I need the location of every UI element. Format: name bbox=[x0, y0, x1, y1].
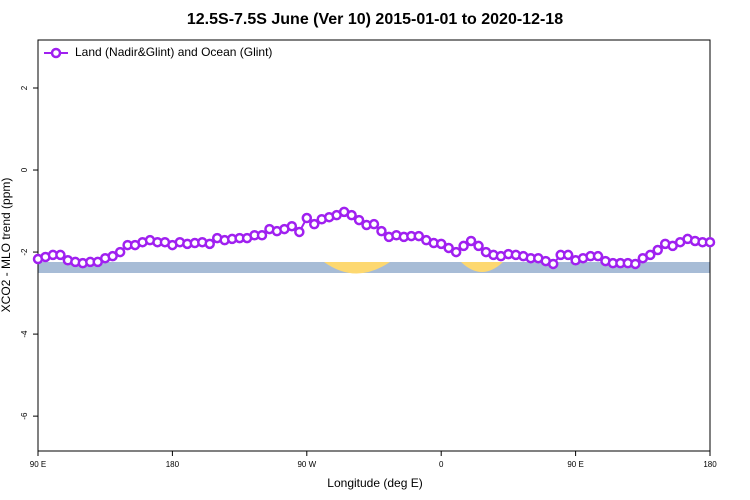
x-tick-label: 180 bbox=[166, 460, 180, 469]
data-point bbox=[435, 238, 447, 250]
y-axis-label: XCO2 - MLO trend (ppm) bbox=[0, 178, 13, 313]
y-tick-label: 2 bbox=[20, 85, 29, 90]
data-point bbox=[704, 236, 716, 248]
data-point bbox=[652, 244, 663, 256]
x-tick-label: 90 E bbox=[567, 460, 583, 469]
data-point bbox=[107, 250, 118, 262]
data-point bbox=[346, 209, 357, 221]
data-point bbox=[473, 240, 484, 252]
data-point bbox=[294, 226, 305, 238]
y-tick-label: -6 bbox=[20, 412, 29, 420]
y-tick-label: -2 bbox=[20, 248, 29, 256]
x-tick-label: 90 W bbox=[297, 460, 316, 469]
data-point bbox=[443, 242, 454, 254]
data-point bbox=[286, 220, 298, 232]
data-point bbox=[465, 235, 477, 247]
data-point bbox=[204, 238, 215, 250]
y-tick-label: 0 bbox=[20, 167, 29, 172]
data-point bbox=[630, 258, 641, 270]
chart-title: 12.5S-7.5S June (Ver 10) 2015-01-01 to 2… bbox=[187, 11, 563, 28]
data-point bbox=[458, 240, 469, 252]
data-point bbox=[562, 249, 574, 261]
x-axis-label: Longitude (deg E) bbox=[327, 476, 422, 490]
data-point bbox=[645, 249, 656, 261]
x-tick-label: 0 bbox=[439, 460, 444, 469]
land-ocean-strip bbox=[38, 262, 710, 274]
data-point bbox=[368, 218, 380, 230]
data-point bbox=[114, 246, 126, 258]
data-point bbox=[450, 246, 462, 258]
y-tick-label: -4 bbox=[20, 330, 29, 338]
data-point bbox=[376, 225, 387, 237]
legend-label: Land (Nadir&Glint) and Ocean (Glint) bbox=[75, 45, 272, 59]
data-point bbox=[592, 250, 604, 262]
x-tick-label: 180 bbox=[703, 460, 717, 469]
data-point bbox=[547, 258, 559, 270]
data-point bbox=[309, 218, 320, 230]
data-point bbox=[413, 230, 425, 242]
x-tick-label: 90 E bbox=[30, 460, 46, 469]
data-point bbox=[353, 214, 365, 226]
data-point bbox=[301, 212, 313, 224]
data-point bbox=[55, 249, 66, 261]
data-point bbox=[256, 229, 268, 241]
legend-marker bbox=[50, 47, 62, 59]
